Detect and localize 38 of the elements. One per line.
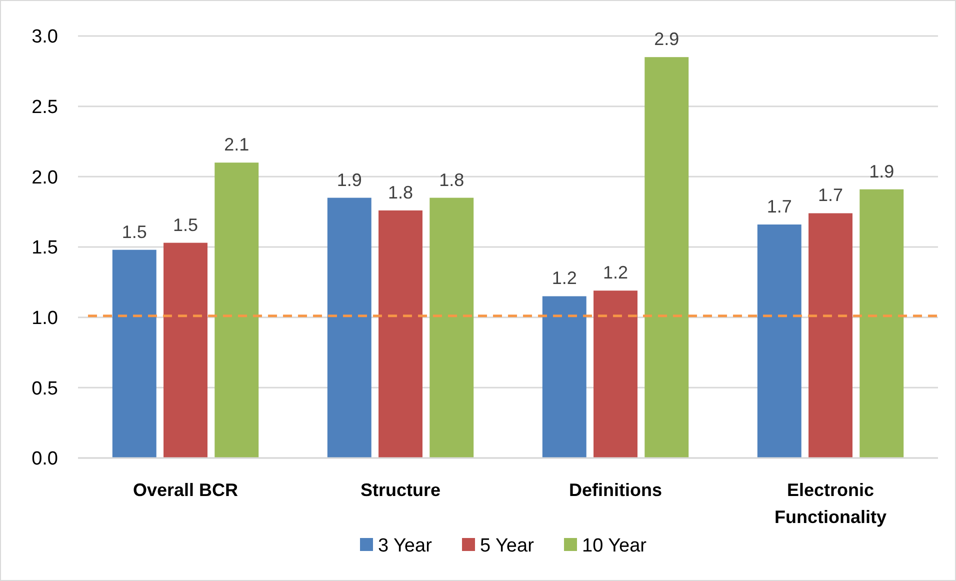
x-tick-label: Overall BCR: [132, 480, 238, 500]
bar: [644, 57, 689, 458]
y-tick-label: 2.0: [32, 167, 58, 188]
data-label: 1.7: [818, 185, 844, 206]
data-label: 1.7: [766, 196, 792, 216]
y-tick-label: 0.0: [32, 448, 58, 470]
data-label: 2.1: [224, 134, 250, 155]
bar: [164, 242, 208, 458]
data-label: 1.9: [336, 170, 362, 190]
legend-label: 3 Year: [378, 536, 433, 557]
bar: [214, 162, 259, 458]
bar: [112, 250, 156, 458]
legend-label: 5 Year: [480, 536, 535, 557]
data-label: 1.8: [388, 182, 414, 202]
bar: [808, 213, 852, 458]
y-tick-label: 2.5: [32, 96, 58, 118]
bar: [757, 224, 802, 458]
data-label: 1.5: [122, 222, 147, 242]
x-tick-label: Structure: [360, 480, 441, 500]
x-tick-label: Definitions: [569, 480, 662, 500]
y-tick-label: 1.0: [32, 308, 58, 329]
data-label: 1.9: [869, 161, 894, 182]
bar: [860, 189, 904, 458]
y-tick-label: 3.0: [32, 26, 58, 48]
bar: [542, 296, 586, 458]
bar: [327, 198, 372, 458]
y-tick-label: 0.5: [32, 378, 58, 400]
data-label: 1.2: [602, 262, 628, 283]
bar: [430, 198, 474, 458]
y-tick-label: 1.5: [32, 238, 58, 259]
bar: [378, 210, 422, 458]
data-label: 1.5: [172, 214, 198, 235]
data-label: 2.9: [654, 29, 680, 50]
bar: [594, 290, 638, 458]
data-label: 1.8: [439, 170, 464, 190]
x-tick-label: Electronic Functionality: [774, 480, 886, 527]
legend-label: 10 Year: [582, 536, 648, 557]
data-label: 1.2: [552, 268, 577, 288]
